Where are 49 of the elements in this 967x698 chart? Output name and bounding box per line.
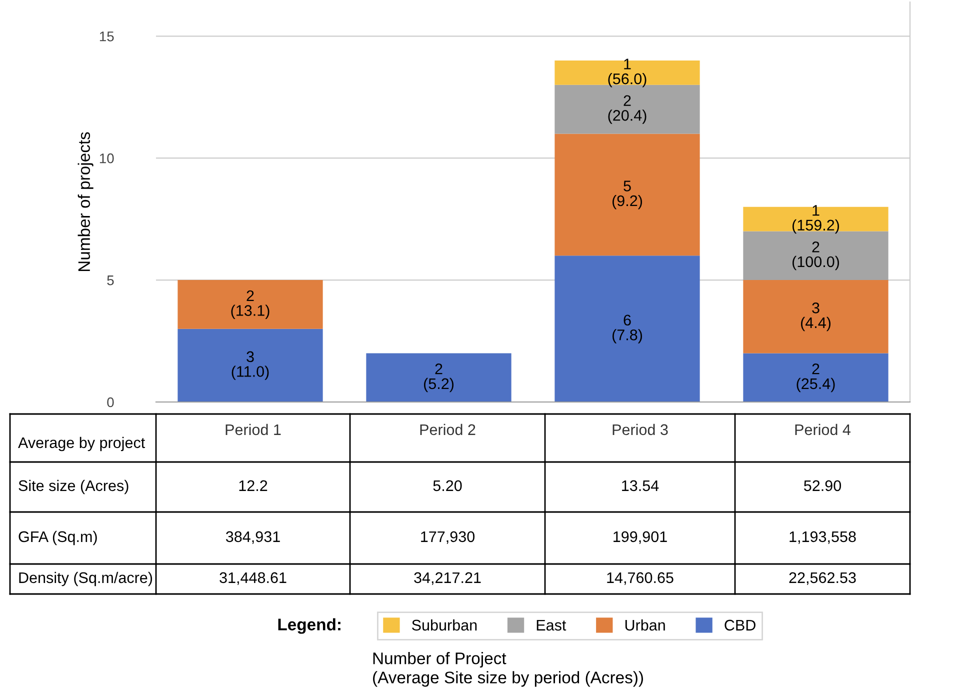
data-label: 1 (56.0): [608, 58, 646, 88]
data-label: 1 (159.2): [792, 205, 840, 234]
text: 34,217.21: [414, 572, 481, 585]
bar: [743, 353, 888, 402]
y-tick-label: 10: [100, 153, 114, 164]
text: 13.54: [622, 480, 659, 492]
text: Number of Project (Average Site size by period (Acres)): [373, 652, 643, 687]
x-tick-label: Period 2: [420, 424, 476, 436]
data-label: 2 (100.0): [792, 242, 840, 270]
bar: [554, 256, 700, 402]
legend-label: Urban: [625, 619, 665, 631]
legend-title: Legend:: [278, 618, 340, 634]
data-label: 6 (7.8): [612, 314, 642, 344]
text: 5.20: [433, 480, 462, 492]
text: GFA (Sq.m): [18, 530, 97, 546]
y-axis-title: Number of projects: [78, 132, 94, 272]
bar: [554, 134, 700, 256]
x-tick-label: Period 3: [612, 424, 668, 436]
bar: [743, 280, 888, 354]
bar: [178, 280, 323, 329]
data-label: 5 (9.2): [612, 180, 642, 210]
data-label: 2 (5.2): [424, 363, 454, 392]
text: 1,193,558: [790, 531, 856, 544]
text: 199,901: [614, 531, 667, 544]
text: Density (Sq.m/acre): [19, 572, 152, 586]
text: 177,930: [421, 531, 475, 544]
bar: [366, 353, 512, 402]
y-tick-label: 0: [107, 397, 114, 408]
data-label: 3 (4.4): [800, 302, 831, 332]
data-label: 3 (11.0): [232, 351, 269, 380]
legend-label: Suburban: [412, 619, 477, 631]
text: 14,760.65: [607, 572, 674, 585]
text: 22,562.53: [789, 572, 856, 585]
data-label: 2 (13.1): [231, 290, 270, 319]
text: 12.2: [239, 480, 268, 491]
text: Site size (Acres): [18, 480, 128, 494]
data-label: 2 (25.4): [796, 363, 835, 392]
legend-label: East: [536, 620, 566, 631]
text: Average by project: [18, 436, 146, 452]
x-tick-label: Period 4: [795, 424, 851, 436]
x-tick-label: Period 1: [226, 424, 281, 436]
data-label: 2 (20.4): [608, 95, 646, 124]
text: 52.90: [804, 480, 842, 492]
legend-label: CBD: [724, 620, 756, 631]
text: 384,931: [226, 531, 280, 544]
y-tick-label: 15: [100, 32, 114, 42]
y-tick-label: 5: [107, 276, 114, 286]
text: 31,448.61: [220, 572, 286, 585]
bar: [178, 328, 323, 402]
